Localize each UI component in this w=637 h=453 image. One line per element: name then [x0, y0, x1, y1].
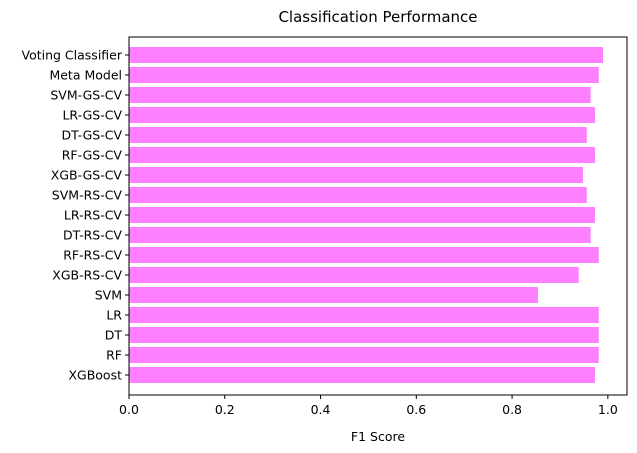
bar-dt — [129, 327, 599, 343]
bar-rf-rs-cv — [129, 247, 599, 263]
bar-voting-classifier — [129, 47, 604, 63]
x-tick-label: 1.0 — [598, 402, 618, 417]
y-tick-label-xgboost: XGBoost — [68, 368, 122, 383]
y-tick-label-dt: DT — [105, 328, 123, 343]
bar-dt-gs-cv — [129, 127, 587, 143]
bar-svm — [129, 287, 538, 303]
y-tick-label-svm-gs-cv: SVM-GS-CV — [50, 88, 122, 103]
x-tick-label: 0.2 — [215, 402, 235, 417]
y-tick-label-lr-rs-cv: LR-RS-CV — [64, 208, 123, 223]
y-tick-label-lr-gs-cv: LR-GS-CV — [62, 108, 122, 123]
y-tick-label-xgb-gs-cv: XGB-GS-CV — [51, 168, 123, 183]
bar-dt-rs-cv — [129, 227, 591, 243]
bar-meta-model — [129, 67, 599, 83]
bar-svm-gs-cv — [129, 87, 591, 103]
y-tick-label-svm: SVM — [95, 288, 122, 303]
bar-rf-gs-cv — [129, 147, 595, 163]
bar-xgboost — [129, 367, 595, 383]
y-tick-label-lr: LR — [106, 308, 122, 323]
y-tick-label-svm-rs-cv: SVM-RS-CV — [52, 188, 123, 203]
bar-lr-rs-cv — [129, 207, 595, 223]
y-tick-label-rf: RF — [106, 348, 122, 363]
x-tick-label: 0.4 — [311, 402, 331, 417]
y-tick-label-voting-classifier: Voting Classifier — [22, 48, 123, 63]
bar-rf — [129, 347, 599, 363]
bar-lr-gs-cv — [129, 107, 595, 123]
bars-group — [129, 47, 604, 383]
y-tick-label-rf-gs-cv: RF-GS-CV — [62, 148, 123, 163]
y-tick-label-rf-rs-cv: RF-RS-CV — [63, 248, 122, 263]
bar-xgb-gs-cv — [129, 167, 583, 183]
y-tick-label-dt-gs-cv: DT-GS-CV — [62, 128, 123, 143]
bar-lr — [129, 307, 599, 323]
chart-title: Classification Performance — [278, 8, 477, 26]
y-tick-label-dt-rs-cv: DT-RS-CV — [63, 228, 122, 243]
plot-frame — [128, 36, 628, 396]
y-tick-group: XGBoost RF DT LR SVM XGB-RS-CV RF-RS-CV DT-RS-C… — [22, 48, 129, 383]
x-tick-label: 0.8 — [502, 402, 522, 417]
bar-svm-rs-cv — [129, 187, 587, 203]
x-axis-title: F1 Score — [351, 429, 405, 444]
y-tick-label-xgb-rs-cv: XGB-RS-CV — [52, 268, 122, 283]
x-tick-label: 0.0 — [119, 402, 139, 417]
x-tick-group: 0.0 0.2 0.4 0.6 0.8 1.0 — [119, 395, 618, 417]
y-tick-label-meta-model: Meta Model — [49, 68, 122, 83]
x-tick-label: 0.6 — [406, 402, 426, 417]
bar-xgb-rs-cv — [129, 267, 579, 283]
